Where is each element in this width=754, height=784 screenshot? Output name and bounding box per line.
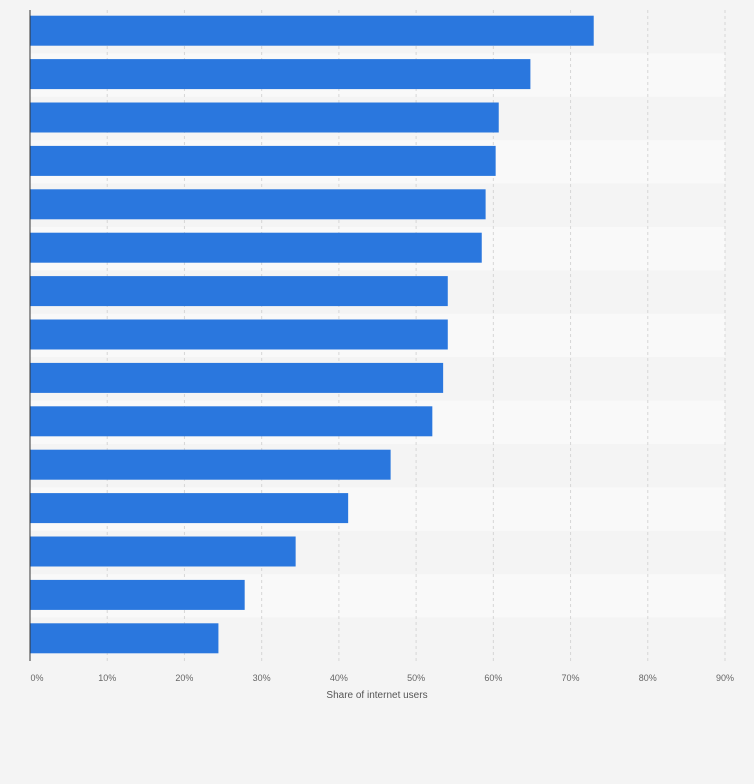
bar[interactable] bbox=[30, 232, 482, 263]
x-axis-title: Share of internet users bbox=[326, 690, 427, 701]
bar[interactable] bbox=[30, 493, 349, 524]
bar[interactable] bbox=[30, 319, 448, 350]
x-tick-labels: 0% 10% 20% 30% 40% 50% 60% 70% 80% 90% bbox=[30, 673, 734, 683]
x-tick-label: 20% bbox=[175, 673, 193, 683]
bar[interactable] bbox=[30, 623, 219, 654]
x-tick-label: 40% bbox=[330, 673, 348, 683]
bar[interactable] bbox=[30, 362, 444, 393]
bar[interactable] bbox=[30, 406, 433, 437]
x-tick-label: 80% bbox=[639, 673, 657, 683]
bar[interactable] bbox=[30, 102, 499, 133]
bar[interactable] bbox=[30, 15, 594, 46]
bar[interactable] bbox=[30, 189, 486, 220]
bar[interactable] bbox=[30, 276, 448, 307]
x-tick-label: 10% bbox=[98, 673, 116, 683]
bar[interactable] bbox=[30, 145, 496, 176]
bar[interactable] bbox=[30, 449, 391, 480]
bar[interactable] bbox=[30, 579, 245, 610]
x-tick-label: 30% bbox=[253, 673, 271, 683]
bar[interactable] bbox=[30, 59, 531, 90]
x-tick-label: 70% bbox=[562, 673, 580, 683]
x-tick-label: 90% bbox=[716, 673, 734, 683]
x-tick-label: 0% bbox=[30, 673, 43, 683]
bars bbox=[30, 15, 594, 654]
x-tick-label: 50% bbox=[407, 673, 425, 683]
bar[interactable] bbox=[30, 536, 296, 567]
x-tick-label: 60% bbox=[484, 673, 502, 683]
